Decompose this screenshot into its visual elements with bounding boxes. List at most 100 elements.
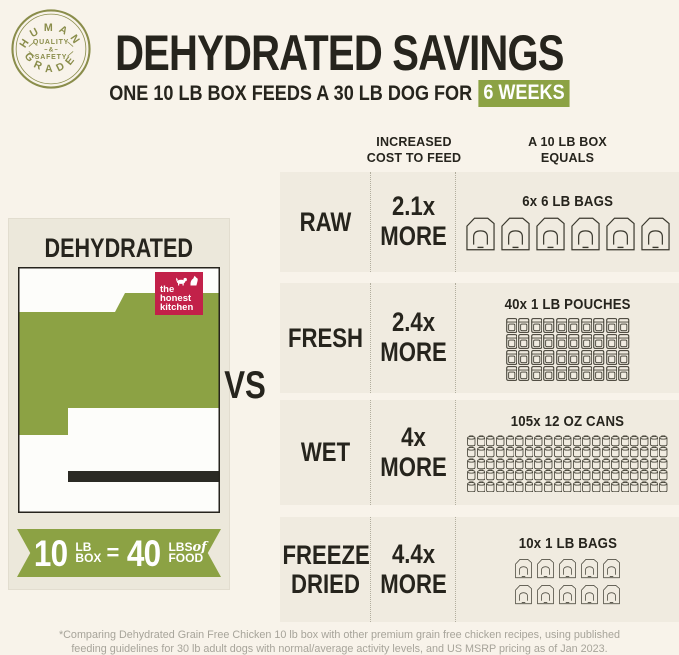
ribbon-number-10: 10 [34, 532, 68, 574]
subtitle-text: ONE 10 LB BOX FEEDS A 30 LB DOG FOR [109, 81, 473, 105]
can-icon [611, 446, 620, 458]
pouch-icon [518, 366, 530, 381]
can-icon [534, 446, 543, 458]
can-icon [506, 469, 515, 481]
can-icon [650, 469, 659, 481]
bag-icon [534, 215, 567, 251]
pouch-icon [506, 318, 518, 333]
can-icon [563, 446, 572, 458]
row-items-label: 10x 1 LB BAGS [518, 534, 617, 552]
bag-icon [464, 215, 497, 251]
comparison-row-freeze-dried: FREEZE DRIED 4.4x MORE 10x 1 LB BAGS [280, 517, 679, 622]
can-icon [496, 481, 505, 493]
can-icon [554, 458, 563, 470]
bag-small-icon [514, 583, 533, 605]
can-icon [611, 435, 620, 447]
can-icon [496, 458, 505, 470]
pouch-icon [568, 334, 580, 349]
column-header-box-equals: A 10 LB BOX EQUALS [528, 135, 607, 166]
ribbon-lbs-of-food: LBSof FOOD [168, 540, 207, 565]
can-icon [602, 446, 611, 458]
can-icon [534, 458, 543, 470]
can-icon [467, 481, 476, 493]
can-icon [486, 435, 495, 447]
can-icon [621, 458, 630, 470]
pouch-icon [568, 350, 580, 365]
row-multiplier: 4.4x MORE [379, 538, 447, 599]
pouch-icon [531, 318, 543, 333]
pouch-icon [606, 350, 618, 365]
can-icon [506, 458, 515, 470]
can-icon [525, 446, 534, 458]
can-icon [477, 458, 486, 470]
equivalence-ribbon: 10 LB BOX = 40 LBSof FOOD [17, 529, 221, 577]
can-icon [592, 481, 601, 493]
can-icon [477, 446, 486, 458]
can-icon [554, 446, 563, 458]
can-icon [496, 435, 505, 447]
can-icon [563, 469, 572, 481]
bag-small-icon [536, 583, 555, 605]
can-icon [544, 481, 553, 493]
can-icon [640, 469, 649, 481]
can-icon [496, 446, 505, 458]
weeks-highlight: 6 WEEKS [478, 80, 570, 107]
pouch-icon [568, 366, 580, 381]
bag-small-icon [602, 557, 621, 579]
can-icon [515, 458, 524, 470]
row-label: FRESH [287, 322, 363, 353]
can-icon [592, 435, 601, 447]
can-icon [534, 435, 543, 447]
pouch-icon [556, 366, 568, 381]
can-icon [650, 458, 659, 470]
bag-icon-grid [464, 215, 672, 251]
vs-label: VS [224, 364, 266, 407]
can-icon [506, 446, 515, 458]
can-icon [659, 458, 668, 470]
row-multiplier: 2.1x MORE [379, 191, 447, 251]
human-grade-badge-icon: HUMAN GRADE QUALITY & SAFETY [11, 9, 91, 89]
can-icon [630, 435, 639, 447]
can-icon [621, 469, 630, 481]
comparison-row-wet: WET 4x MORE 105x 12 OZ CANS [280, 400, 679, 505]
bag-small-icon [536, 557, 555, 579]
can-icon [650, 481, 659, 493]
can-icon [477, 435, 486, 447]
badge-ampersand-text: & [49, 46, 54, 53]
bag-small-icon [514, 557, 533, 579]
pouch-icon [543, 334, 555, 349]
can-icon [630, 469, 639, 481]
row-items-label: 6x 6 LB BAGS [522, 193, 613, 210]
row-label: RAW [299, 206, 351, 237]
row-label: WET [300, 437, 350, 468]
pouch-icon [606, 366, 618, 381]
pouch-icon [593, 334, 605, 349]
pouch-icon [606, 318, 618, 333]
pouch-icon [593, 318, 605, 333]
logo-line-1: the [160, 284, 175, 295]
can-icon [621, 481, 630, 493]
can-icon [611, 458, 620, 470]
can-icon [640, 446, 649, 458]
row-multiplier: 2.4x MORE [379, 307, 447, 367]
can-icon [611, 481, 620, 493]
can-icon [602, 435, 611, 447]
can-icon [640, 481, 649, 493]
bag-icon [569, 215, 602, 251]
can-icon [477, 469, 486, 481]
can-icon [486, 458, 495, 470]
can-icon [525, 458, 534, 470]
can-icon [573, 458, 582, 470]
can-icon [592, 446, 601, 458]
can-icon [467, 469, 476, 481]
ribbon-equals-sign: = [106, 540, 120, 565]
comparison-table: RAW 2.1x MORE 6x 6 LB BAGS FRESH 2.4x MORE… [280, 172, 679, 622]
can-icon [602, 481, 611, 493]
can-icon [582, 435, 591, 447]
can-icon [582, 469, 591, 481]
pouch-icon [506, 334, 518, 349]
pouch-icon [556, 350, 568, 365]
pouch-icon [618, 334, 630, 349]
column-header-increased-cost: INCREASED COST TO FEED [366, 135, 462, 166]
